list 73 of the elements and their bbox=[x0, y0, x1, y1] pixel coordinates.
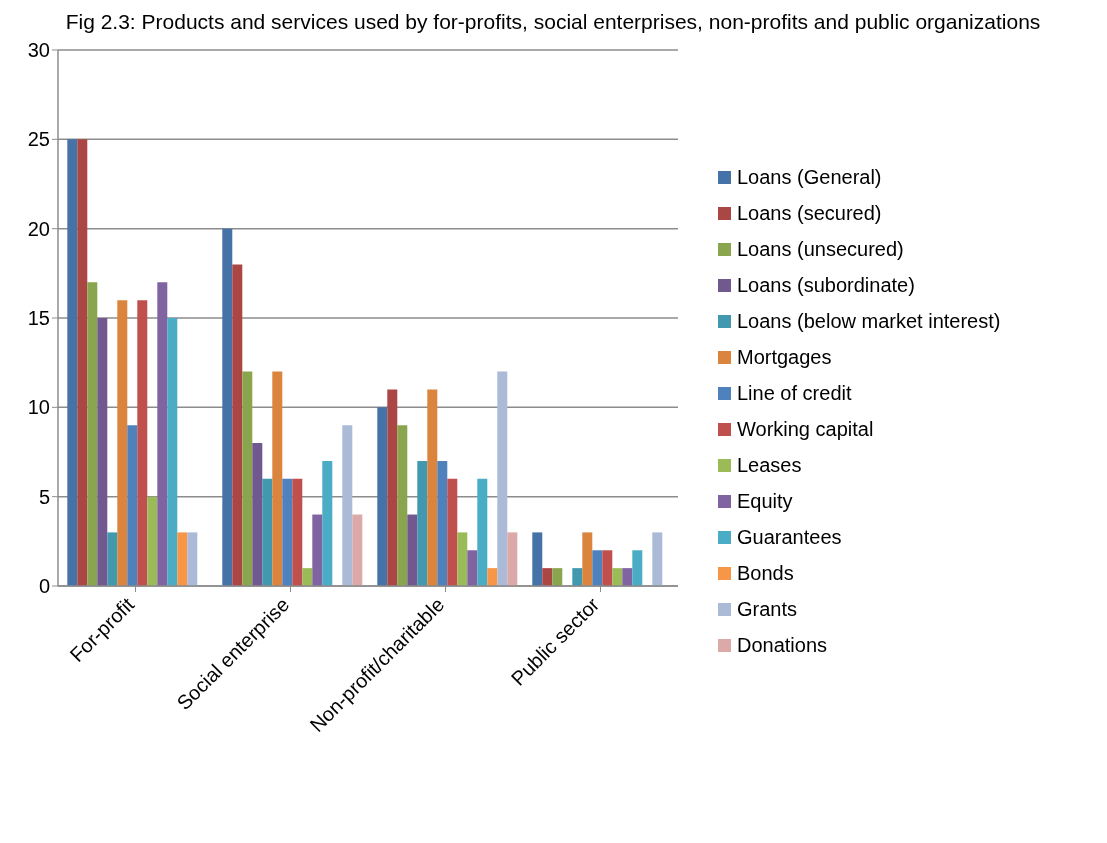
bar bbox=[532, 532, 543, 586]
bar bbox=[487, 568, 498, 586]
bar bbox=[222, 228, 233, 586]
bar bbox=[157, 282, 168, 586]
legend-label: Donations bbox=[737, 633, 828, 657]
bar bbox=[117, 300, 128, 586]
bar bbox=[262, 478, 273, 586]
chart-title: Fig 2.3: Products and services used by for-profits, social enterprises, non-profits and public organizations bbox=[64, 9, 1042, 35]
bar bbox=[87, 282, 98, 586]
bar bbox=[447, 478, 458, 586]
bar bbox=[352, 514, 363, 586]
bar bbox=[342, 425, 353, 586]
legend-label: Working capital bbox=[737, 417, 874, 441]
legend-label: Loans (General) bbox=[737, 165, 882, 189]
y-tick-label: 10 bbox=[27, 396, 50, 419]
bar bbox=[387, 389, 398, 586]
bar bbox=[232, 264, 243, 586]
legend-label: Grants bbox=[737, 597, 798, 621]
bar bbox=[542, 568, 553, 586]
bar bbox=[582, 532, 593, 586]
bar bbox=[497, 371, 508, 586]
bar bbox=[407, 514, 418, 586]
bar bbox=[107, 532, 118, 586]
bar bbox=[477, 478, 488, 586]
bar bbox=[97, 318, 108, 586]
legend-label: Loans (unsecured) bbox=[737, 237, 904, 261]
bar bbox=[397, 425, 408, 586]
bar bbox=[252, 443, 263, 586]
bar bbox=[77, 139, 88, 586]
bar bbox=[67, 139, 78, 586]
legend-label: Loans (subordinate) bbox=[737, 273, 915, 297]
legend-label: Leases bbox=[737, 453, 802, 477]
bar bbox=[242, 371, 253, 586]
y-tick-label: 25 bbox=[27, 128, 50, 151]
bar bbox=[137, 300, 148, 586]
bar bbox=[552, 568, 563, 586]
legend-label: Equity bbox=[737, 489, 793, 513]
bar bbox=[147, 496, 158, 586]
bar bbox=[437, 460, 448, 586]
bar bbox=[302, 568, 313, 586]
bar bbox=[322, 460, 333, 586]
bar bbox=[177, 532, 188, 586]
y-tick-label: 30 bbox=[27, 39, 50, 62]
bar bbox=[127, 425, 138, 586]
legend-label: Mortgages bbox=[737, 345, 832, 369]
bar bbox=[602, 550, 613, 586]
bar bbox=[282, 478, 293, 586]
bar bbox=[187, 532, 198, 586]
bar bbox=[312, 514, 323, 586]
bar bbox=[167, 318, 178, 586]
bar bbox=[592, 550, 603, 586]
y-tick-label: 5 bbox=[38, 485, 50, 508]
bar bbox=[652, 532, 663, 586]
y-tick-label: 0 bbox=[38, 575, 50, 598]
y-tick-label: 15 bbox=[27, 307, 50, 330]
bar bbox=[427, 389, 438, 586]
bar bbox=[417, 460, 428, 586]
bar bbox=[377, 407, 388, 586]
legend-label: Line of credit bbox=[737, 381, 852, 405]
legend-label: Loans (secured) bbox=[737, 201, 882, 225]
bar bbox=[507, 532, 518, 586]
bar bbox=[632, 550, 643, 586]
bar bbox=[467, 550, 478, 586]
bar bbox=[457, 532, 468, 586]
bar bbox=[612, 568, 623, 586]
y-tick-label: 20 bbox=[27, 217, 50, 240]
bar bbox=[572, 568, 583, 586]
bar bbox=[292, 478, 303, 586]
bar bbox=[272, 371, 283, 586]
legend-label: Bonds bbox=[737, 561, 794, 585]
bar bbox=[622, 568, 633, 586]
legend-label: Guarantees bbox=[737, 525, 842, 549]
legend-label: Loans (below market interest) bbox=[737, 309, 1001, 333]
